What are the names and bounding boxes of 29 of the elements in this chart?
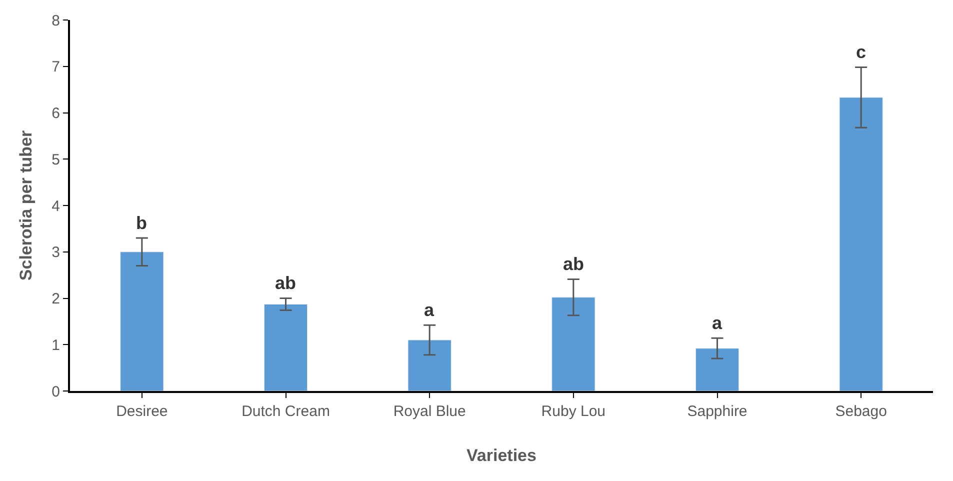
y-tick-label: 8 [52,12,60,30]
annotation: b [136,213,147,233]
x-tick-label: Dutch Cream [242,403,330,420]
annotation: a [424,300,435,320]
y-tick-label: 4 [52,198,60,215]
x-axis-title: Varieties [466,446,536,465]
x-tick-label: Royal Blue [393,403,466,420]
bar [120,252,164,391]
y-tick-label: 7 [52,58,60,76]
y-tick-label: 5 [52,151,60,168]
y-tick-label: 3 [52,244,60,262]
bar [264,304,308,391]
x-tick-label: Ruby Lou [541,403,606,420]
annotation: a [712,313,723,333]
annotation: c [856,42,866,62]
y-tick-label: 2 [52,290,60,308]
bar [408,340,452,391]
annotation: ab [275,273,296,293]
annotation: ab [563,254,584,274]
y-tick-label: 0 [52,383,60,400]
bar [839,97,883,391]
x-tick-label: Sebago [835,403,887,420]
y-axis-title: Sclerotia per tuber [16,130,36,281]
x-tick-label: Sapphire [687,403,748,420]
bar [552,297,596,391]
y-tick-label: 1 [52,336,60,354]
x-tick-label: Desiree [116,403,168,420]
y-tick-label: 6 [52,105,60,122]
bar [695,348,740,391]
